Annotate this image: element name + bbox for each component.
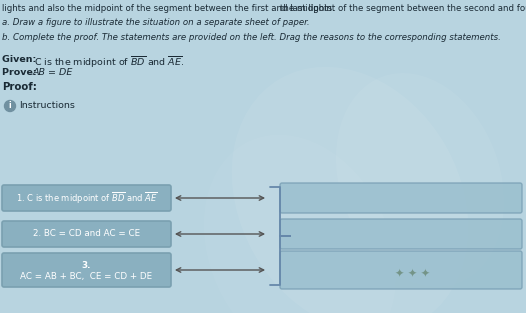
FancyBboxPatch shape [2,221,171,247]
Text: Prove:: Prove: [2,68,40,77]
Circle shape [5,100,15,111]
FancyBboxPatch shape [280,183,522,213]
Text: 2. BC = CD and AC = CE: 2. BC = CD and AC = CE [33,229,140,239]
Text: AB = DE: AB = DE [32,68,73,77]
Text: ✦ ✦ ✦: ✦ ✦ ✦ [396,269,430,279]
Text: C is the midpoint of $\overline{BD}$ and $\overline{AE}$.: C is the midpoint of $\overline{BD}$ and… [34,55,185,70]
Text: lights and also the midpoint of the segment between the first and last lights.: lights and also the midpoint of the segm… [2,4,335,13]
Text: b. Complete the proof. The statements are provided on the left. Drag the reasons: b. Complete the proof. The statements ar… [2,33,501,42]
FancyBboxPatch shape [2,253,171,287]
Text: a. Draw a figure to illustrate the situation on a separate sheet of paper.: a. Draw a figure to illustrate the situa… [2,18,310,27]
Text: AC = AB + BC,  CE = CD + DE: AC = AB + BC, CE = CD + DE [21,273,153,281]
FancyBboxPatch shape [280,251,522,289]
Text: i: i [9,101,12,110]
Text: Proof:: Proof: [2,82,37,92]
Text: Given:: Given: [2,55,39,64]
FancyBboxPatch shape [280,219,522,249]
Text: 3.: 3. [82,260,91,269]
Ellipse shape [232,67,468,313]
Text: 1. C is the midpoint of $\overline{BD}$ and $\overline{AE}$: 1. C is the midpoint of $\overline{BD}$ … [16,191,157,206]
Text: Instructions: Instructions [19,101,75,110]
FancyBboxPatch shape [2,185,171,211]
Text: the midpoint of the segment between the second and four: the midpoint of the segment between the … [280,4,526,13]
Ellipse shape [336,73,504,287]
